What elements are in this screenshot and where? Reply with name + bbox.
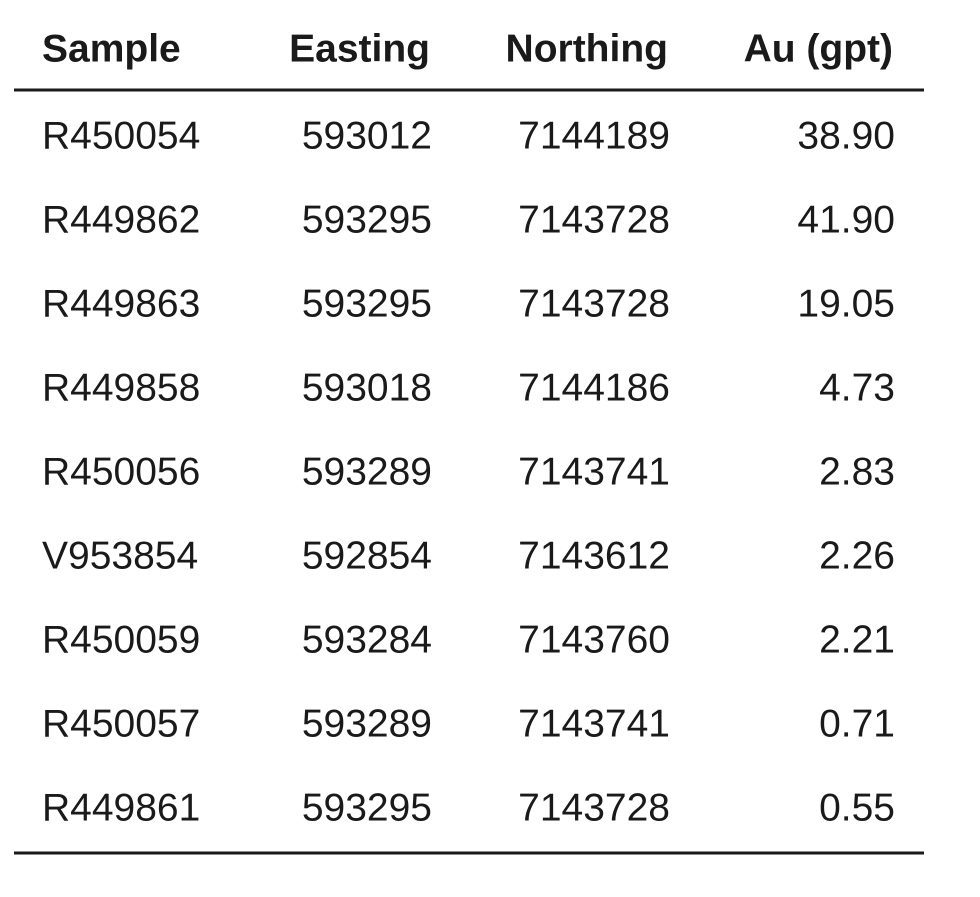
table-cell: 593018 xyxy=(302,366,432,409)
table-cell: R450059 xyxy=(42,618,200,661)
column-header: Sample xyxy=(42,27,181,70)
table-cell: 593295 xyxy=(302,282,432,325)
column-header: Au (gpt) xyxy=(744,27,893,70)
table-cell: 7143760 xyxy=(518,618,670,661)
table-cell: V953854 xyxy=(42,534,198,577)
table-cell: 2.21 xyxy=(819,618,895,661)
column-header: Northing xyxy=(506,27,668,70)
table-cell: R449863 xyxy=(42,282,200,325)
table-cell: 19.05 xyxy=(797,282,895,325)
table-cell: R449861 xyxy=(42,786,200,829)
table-cell: 593012 xyxy=(302,114,432,157)
table-cell: 0.55 xyxy=(819,786,895,829)
table-cell: 593295 xyxy=(302,786,432,829)
table-cell: 4.73 xyxy=(819,366,895,409)
table-cell: 593284 xyxy=(302,618,432,661)
table-cell: 41.90 xyxy=(797,198,895,241)
table-cell: 0.71 xyxy=(819,702,895,745)
table-cell: 593295 xyxy=(302,198,432,241)
table-cell: 7143728 xyxy=(518,786,670,829)
column-header: Easting xyxy=(289,27,430,70)
table-cell: 2.26 xyxy=(819,534,895,577)
table-cell: 593289 xyxy=(302,702,432,745)
table-cell: 7143741 xyxy=(518,702,670,745)
table-cell: 593289 xyxy=(302,450,432,493)
table-cell: R450054 xyxy=(42,114,200,157)
table-cell: 7143728 xyxy=(518,282,670,325)
table-cell: 7143728 xyxy=(518,198,670,241)
table-cell: R449858 xyxy=(42,366,200,409)
table-cell: R450057 xyxy=(42,702,200,745)
table-cell: 7144186 xyxy=(518,366,670,409)
table-cell: 592854 xyxy=(302,534,432,577)
table-cell: 7143741 xyxy=(518,450,670,493)
table-cell: 7143612 xyxy=(518,534,670,577)
table-cell: 38.90 xyxy=(797,114,895,157)
table-cell: R450056 xyxy=(42,450,200,493)
table-cell: 2.83 xyxy=(819,450,895,493)
table-cell: R449862 xyxy=(42,198,200,241)
table-cell: 7144189 xyxy=(518,114,670,157)
